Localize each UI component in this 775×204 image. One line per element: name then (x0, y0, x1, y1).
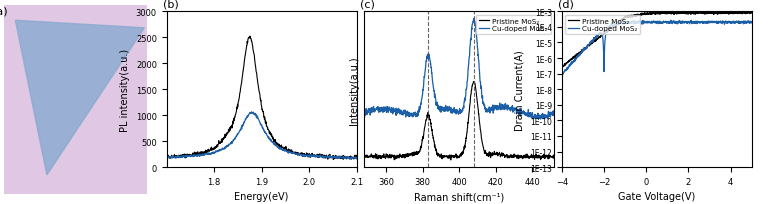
Text: (b): (b) (163, 0, 178, 9)
Y-axis label: Drain Current(A): Drain Current(A) (515, 50, 525, 130)
Y-axis label: PL intensity(a.u.): PL intensity(a.u.) (120, 48, 130, 131)
Legend: Pristine MoS₂, Cu-doped MoS₂: Pristine MoS₂, Cu-doped MoS₂ (566, 16, 640, 35)
Polygon shape (16, 21, 144, 175)
X-axis label: Energy(eV): Energy(eV) (234, 191, 289, 201)
Text: (c): (c) (360, 0, 375, 9)
Legend: Pristine MoS₂, Cu-doped MoS₂: Pristine MoS₂, Cu-doped MoS₂ (476, 16, 550, 35)
X-axis label: Raman shift(cm⁻¹): Raman shift(cm⁻¹) (414, 191, 505, 201)
Text: (a): (a) (0, 6, 8, 16)
Y-axis label: Intensity(a.u.): Intensity(a.u.) (349, 56, 359, 124)
Text: (d): (d) (558, 0, 574, 9)
X-axis label: Gate Voltage(V): Gate Voltage(V) (618, 191, 695, 201)
